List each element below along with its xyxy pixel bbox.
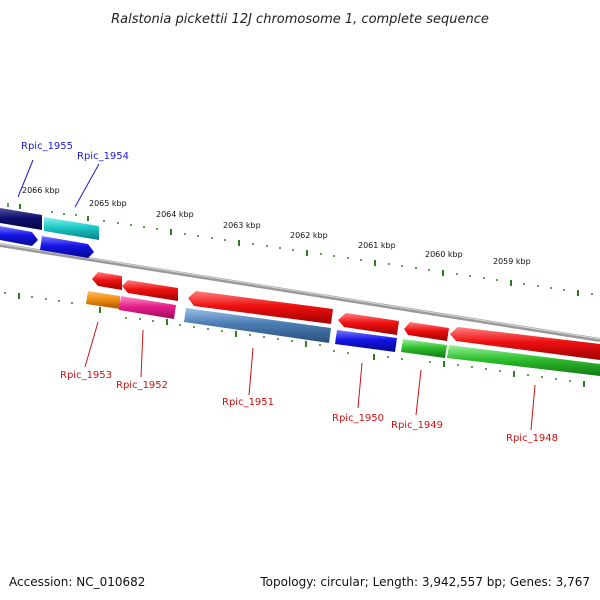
leader-line	[415, 369, 422, 416]
scale-label: 2063 kbp	[223, 221, 261, 230]
gene-rpic-1949[interactable]	[401, 339, 447, 358]
scale-label: 2061 kbp	[358, 241, 396, 250]
gene-rpic-1954[interactable]	[44, 217, 99, 240]
gene-red-arrow[interactable]	[338, 313, 399, 335]
gene-label-rpic-1953[interactable]: Rpic_1953	[60, 370, 112, 381]
scale-label: 2060 kbp	[425, 250, 463, 259]
leader-line	[248, 347, 254, 396]
scale-label: 2062 kbp	[290, 231, 328, 240]
label-leaders	[17, 159, 536, 431]
leader-line	[74, 163, 100, 208]
map-title: Ralstonia pickettii 12J chromosome 1, co…	[111, 12, 489, 27]
gene-red-arrow[interactable]	[404, 322, 449, 341]
scale-label: 2059 kbp	[493, 257, 531, 266]
scale-label: 2064 kbp	[156, 210, 194, 219]
scale-label: 2066 kbp	[22, 186, 60, 195]
gene-rpic-1951[interactable]	[184, 308, 331, 343]
gene-label-rpic-1951[interactable]: Rpic_1951	[222, 397, 274, 408]
inner-scale	[4, 292, 585, 387]
gene-rpic-1952[interactable]	[119, 296, 176, 319]
gene-label-rpic-1950[interactable]: Rpic_1950	[332, 413, 384, 424]
gene-rpic-1953[interactable]	[86, 291, 120, 309]
outer-gene-track	[0, 208, 99, 258]
gene-rpic-1950[interactable]	[335, 330, 397, 352]
inner-gene-track	[86, 272, 600, 376]
leader-line	[140, 329, 144, 378]
gene-blue-arrow[interactable]	[40, 236, 94, 258]
gene-red-arrow[interactable]	[122, 280, 178, 301]
topology-summary: Topology: circular; Length: 3,942,557 bp…	[259, 575, 590, 589]
scale-label: 2065 kbp	[89, 199, 127, 208]
leader-line	[17, 159, 34, 198]
leader-line	[357, 362, 363, 409]
gene-label-rpic-1954[interactable]: Rpic_1954	[77, 151, 129, 162]
leader-line	[84, 321, 99, 368]
gene-red-arrow[interactable]	[92, 272, 122, 290]
gene-label-rpic-1955[interactable]: Rpic_1955	[21, 141, 73, 152]
chromosome-backbone	[0, 243, 600, 342]
gene-label-rpic-1952[interactable]: Rpic_1952	[116, 380, 168, 391]
gene-label-rpic-1948[interactable]: Rpic_1948	[506, 433, 558, 444]
gene-blue-arrow[interactable]	[0, 226, 38, 246]
gene-label-rpic-1949[interactable]: Rpic_1949	[391, 420, 443, 431]
gene-red-arrow[interactable]	[188, 291, 333, 324]
outer-scale	[7, 203, 593, 296]
leader-line	[530, 384, 536, 431]
accession-text: Accession: NC_010682	[9, 575, 145, 589]
gene-rpic-1955[interactable]	[0, 208, 42, 230]
gene-rpic-1948[interactable]	[447, 345, 600, 376]
gene-red-arrow[interactable]	[450, 327, 600, 360]
